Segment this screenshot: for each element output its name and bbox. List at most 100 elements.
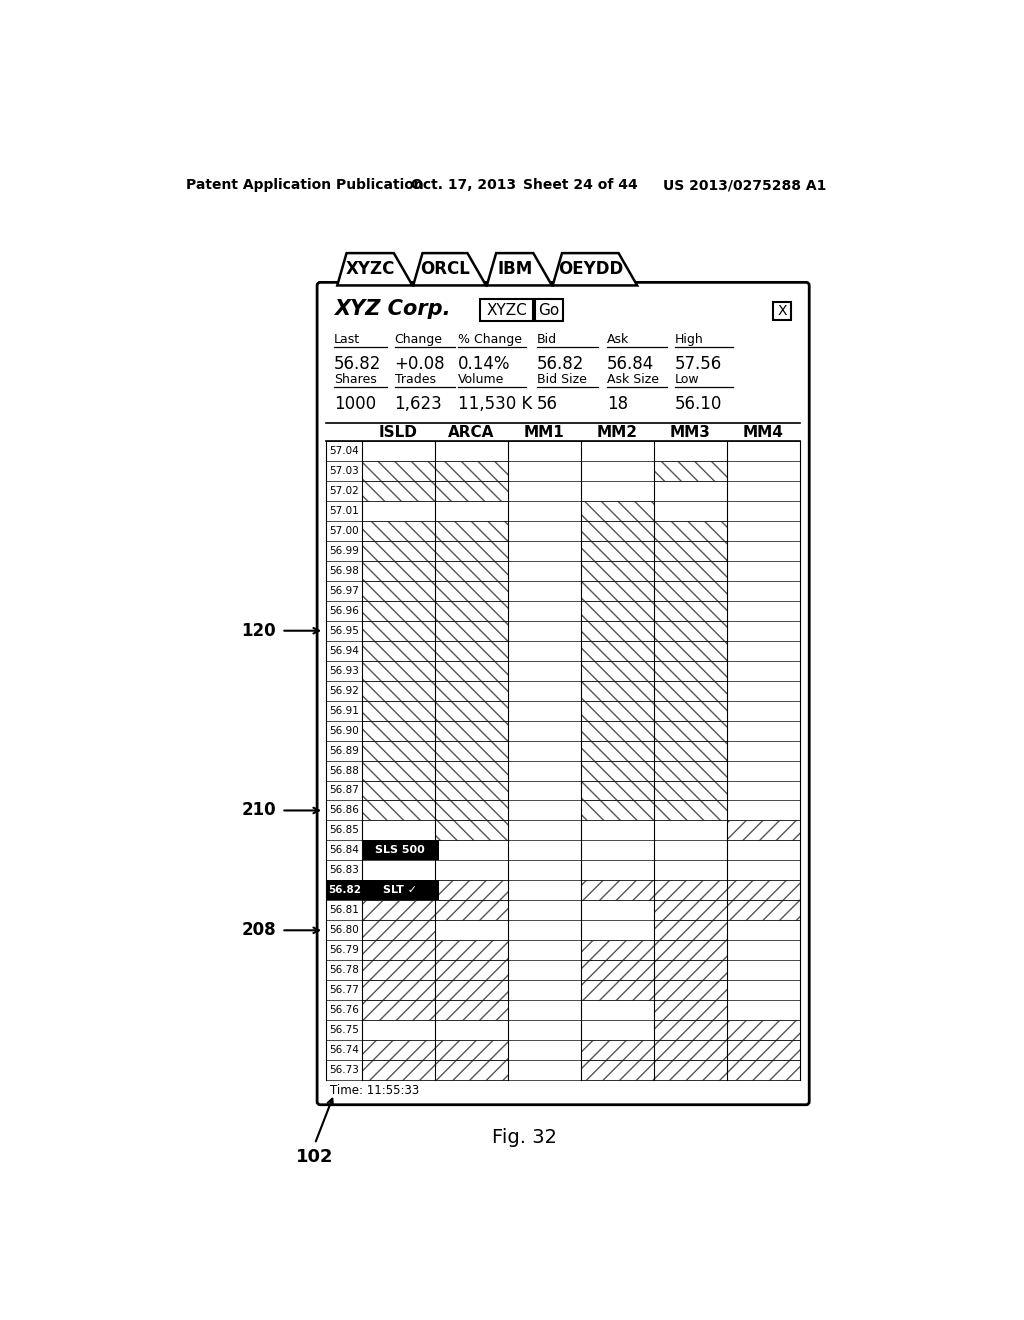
Bar [362,780,435,800]
Text: 56.86: 56.86 [329,805,358,816]
FancyBboxPatch shape [773,302,792,321]
Text: Last: Last [334,333,360,346]
Text: +0.08: +0.08 [394,355,445,374]
Bar [435,620,508,640]
Bar [362,900,435,920]
Bar [362,800,435,821]
Bar [654,920,727,940]
Bar [654,1001,727,1020]
Bar [654,800,727,821]
Bar [654,541,727,561]
Bar [654,1001,727,1020]
Text: 57.03: 57.03 [329,466,358,477]
Bar [435,1060,508,1080]
Bar [654,960,727,981]
Bar [581,800,654,821]
Bar [435,1001,508,1020]
Text: 57.56: 57.56 [675,355,722,374]
Bar [654,581,727,601]
Text: 210: 210 [242,801,276,820]
Bar [654,900,727,920]
Bar [581,960,654,981]
Bar [727,1020,800,1040]
Bar [435,821,508,841]
Bar [581,721,654,741]
Bar [435,581,508,601]
Text: 208: 208 [242,921,276,940]
Bar [362,601,435,620]
Text: XYZC: XYZC [486,302,527,318]
Bar [581,1060,654,1080]
Bar [362,880,435,900]
Bar [581,601,654,620]
Bar [362,640,435,661]
Bar [654,1060,727,1080]
Text: 57.02: 57.02 [329,486,358,496]
Bar [654,741,727,760]
Bar [581,681,654,701]
Text: Sheet 24 of 44: Sheet 24 of 44 [523,178,638,193]
Bar [654,561,727,581]
Text: 56.97: 56.97 [329,586,358,595]
Bar [435,1060,508,1080]
Bar [581,500,654,521]
Bar [435,960,508,981]
Bar [435,800,508,821]
Bar [362,521,435,541]
Bar [654,601,727,620]
Bar [654,960,727,981]
Bar [362,880,435,900]
Text: ORCL: ORCL [420,260,470,279]
Bar [362,741,435,760]
Polygon shape [337,253,413,285]
Text: 56.94: 56.94 [329,645,358,656]
FancyBboxPatch shape [480,300,534,321]
Bar [362,1060,435,1080]
Bar [435,640,508,661]
Text: SLT ✓: SLT ✓ [383,886,418,895]
Text: Ask: Ask [607,333,629,346]
Bar [581,940,654,960]
Bar [362,480,435,500]
Bar [581,981,654,1001]
Bar [435,721,508,741]
Text: 56.82: 56.82 [334,355,382,374]
Bar [581,1060,654,1080]
Bar [581,1040,654,1060]
Bar [362,661,435,681]
Bar [581,1040,654,1060]
Text: 57.01: 57.01 [329,506,358,516]
Text: 56: 56 [538,395,558,413]
Bar [435,561,508,581]
Bar [362,940,435,960]
Bar [435,780,508,800]
Bar [435,981,508,1001]
Text: 56.99: 56.99 [329,546,358,556]
Text: 56.85: 56.85 [329,825,358,836]
Text: MM1: MM1 [524,425,565,440]
Bar [654,940,727,960]
Bar [727,1040,800,1060]
Text: ISLD: ISLD [379,425,418,440]
Text: Trades: Trades [394,372,435,385]
Bar [581,601,654,620]
Bar [435,780,508,800]
Bar [435,701,508,721]
Bar [362,701,435,721]
Bar [435,541,508,561]
Text: 102: 102 [296,1148,334,1166]
Text: 56.83: 56.83 [329,866,358,875]
Bar [581,701,654,721]
Bar [654,741,727,760]
Bar [654,661,727,681]
Bar [362,1001,435,1020]
Bar [581,780,654,800]
Text: Shares: Shares [334,372,377,385]
Bar [435,741,508,760]
Text: 56.10: 56.10 [675,395,723,413]
Bar [654,981,727,1001]
Bar [435,601,508,620]
Bar [327,880,362,900]
Bar [362,981,435,1001]
Text: MM4: MM4 [743,425,784,440]
